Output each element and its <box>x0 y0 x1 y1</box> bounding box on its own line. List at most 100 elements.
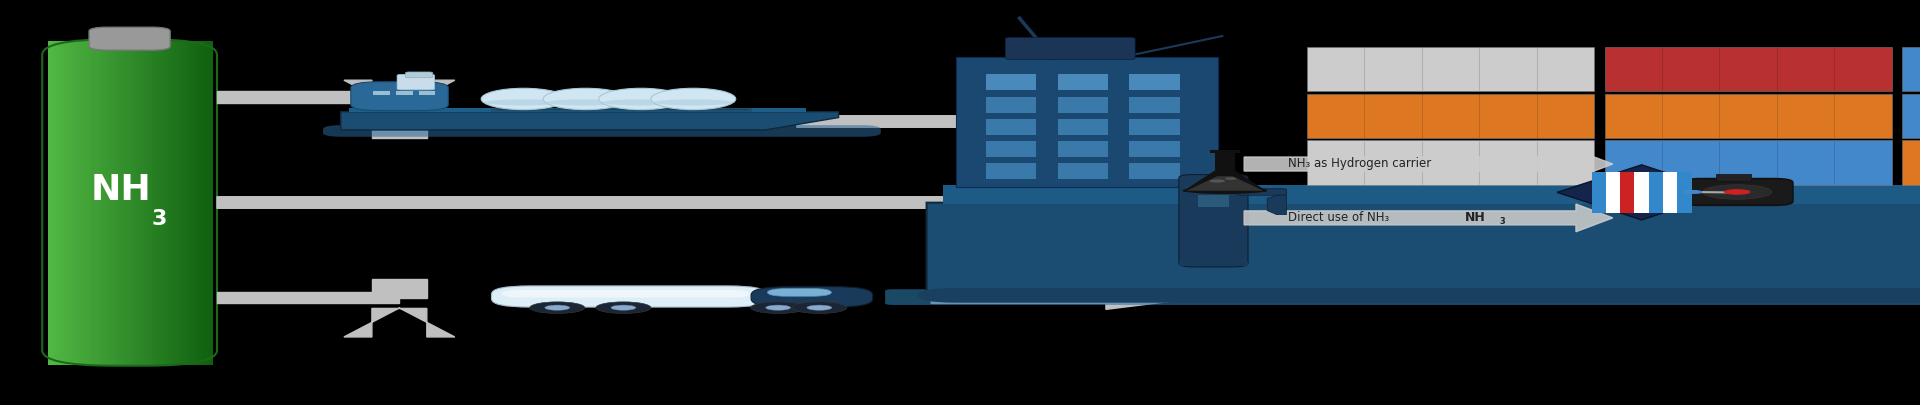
FancyBboxPatch shape <box>1006 38 1135 60</box>
FancyBboxPatch shape <box>140 40 144 364</box>
Bar <box>1592 172 1605 213</box>
Bar <box>1058 75 1108 90</box>
FancyBboxPatch shape <box>198 40 202 364</box>
FancyBboxPatch shape <box>67 40 71 364</box>
FancyBboxPatch shape <box>154 40 157 364</box>
Bar <box>1308 47 1594 91</box>
FancyBboxPatch shape <box>885 289 1920 305</box>
FancyBboxPatch shape <box>956 58 1217 187</box>
FancyBboxPatch shape <box>79 40 83 364</box>
Polygon shape <box>1187 176 1263 191</box>
Ellipse shape <box>603 99 680 105</box>
Bar <box>1620 172 1634 213</box>
Bar <box>419 91 436 96</box>
Bar <box>1663 172 1678 213</box>
Ellipse shape <box>482 88 566 110</box>
Bar <box>217 292 399 303</box>
Bar <box>492 108 753 112</box>
FancyBboxPatch shape <box>86 40 90 364</box>
FancyBboxPatch shape <box>88 27 171 50</box>
FancyBboxPatch shape <box>134 40 138 364</box>
FancyBboxPatch shape <box>119 40 123 364</box>
Text: Direct use of NH₃: Direct use of NH₃ <box>1288 211 1390 224</box>
FancyArrow shape <box>1244 204 1613 232</box>
Circle shape <box>1210 179 1225 183</box>
FancyBboxPatch shape <box>109 40 113 364</box>
Bar <box>1129 97 1181 113</box>
Bar <box>1903 140 1920 185</box>
Bar <box>985 141 1037 157</box>
Polygon shape <box>340 112 839 130</box>
FancyBboxPatch shape <box>65 40 69 364</box>
FancyBboxPatch shape <box>175 40 179 364</box>
FancyBboxPatch shape <box>123 40 127 364</box>
FancyBboxPatch shape <box>69 40 73 364</box>
Circle shape <box>545 305 570 310</box>
Ellipse shape <box>655 99 733 105</box>
FancyBboxPatch shape <box>102 40 106 364</box>
Ellipse shape <box>651 88 735 110</box>
FancyBboxPatch shape <box>111 40 115 364</box>
FancyBboxPatch shape <box>54 40 58 364</box>
Bar <box>1058 164 1108 179</box>
Bar <box>1605 94 1891 138</box>
FancyBboxPatch shape <box>144 40 148 364</box>
FancyArrow shape <box>217 191 1200 214</box>
Bar <box>372 97 426 138</box>
Text: NH₃ as Hydrogen carrier: NH₃ as Hydrogen carrier <box>1288 157 1432 170</box>
Bar <box>1129 164 1181 179</box>
Bar <box>1058 97 1108 113</box>
FancyBboxPatch shape <box>125 40 129 364</box>
FancyBboxPatch shape <box>179 40 182 364</box>
FancyBboxPatch shape <box>90 40 94 364</box>
Ellipse shape <box>547 99 624 105</box>
FancyBboxPatch shape <box>117 40 121 364</box>
Bar <box>217 92 399 103</box>
Bar <box>985 119 1037 135</box>
Circle shape <box>806 305 831 310</box>
FancyBboxPatch shape <box>190 40 194 364</box>
FancyBboxPatch shape <box>180 40 184 364</box>
Bar <box>1058 141 1108 157</box>
FancyBboxPatch shape <box>204 40 207 364</box>
FancyBboxPatch shape <box>173 40 177 364</box>
FancyBboxPatch shape <box>751 287 872 307</box>
Bar <box>1716 174 1751 181</box>
Circle shape <box>530 302 586 313</box>
FancyBboxPatch shape <box>73 40 77 364</box>
FancyBboxPatch shape <box>156 40 159 364</box>
Bar <box>1308 140 1594 185</box>
FancyBboxPatch shape <box>192 40 198 364</box>
FancyBboxPatch shape <box>1682 179 1793 205</box>
FancyBboxPatch shape <box>81 40 84 364</box>
Circle shape <box>1724 189 1751 195</box>
FancyBboxPatch shape <box>132 40 136 364</box>
FancyBboxPatch shape <box>501 290 751 298</box>
FancyBboxPatch shape <box>152 40 156 364</box>
FancyBboxPatch shape <box>163 40 167 364</box>
FancyBboxPatch shape <box>200 40 204 364</box>
FancyBboxPatch shape <box>52 40 56 364</box>
Text: 3: 3 <box>152 209 167 229</box>
FancyBboxPatch shape <box>108 40 111 364</box>
Bar <box>372 279 426 298</box>
Circle shape <box>751 302 806 313</box>
FancyBboxPatch shape <box>323 125 881 137</box>
FancyBboxPatch shape <box>165 40 169 364</box>
FancyBboxPatch shape <box>351 82 447 111</box>
Bar <box>1129 75 1181 90</box>
FancyBboxPatch shape <box>768 288 831 296</box>
FancyBboxPatch shape <box>150 40 154 364</box>
Text: 3: 3 <box>1500 217 1505 226</box>
FancyBboxPatch shape <box>171 40 175 364</box>
FancyArrow shape <box>344 308 455 337</box>
FancyBboxPatch shape <box>94 40 100 364</box>
FancyBboxPatch shape <box>136 40 140 364</box>
Polygon shape <box>1267 195 1286 215</box>
FancyBboxPatch shape <box>157 40 161 364</box>
FancyBboxPatch shape <box>104 40 108 364</box>
FancyBboxPatch shape <box>113 40 117 364</box>
FancyBboxPatch shape <box>127 40 131 364</box>
Bar <box>1058 119 1108 135</box>
FancyBboxPatch shape <box>188 40 192 364</box>
